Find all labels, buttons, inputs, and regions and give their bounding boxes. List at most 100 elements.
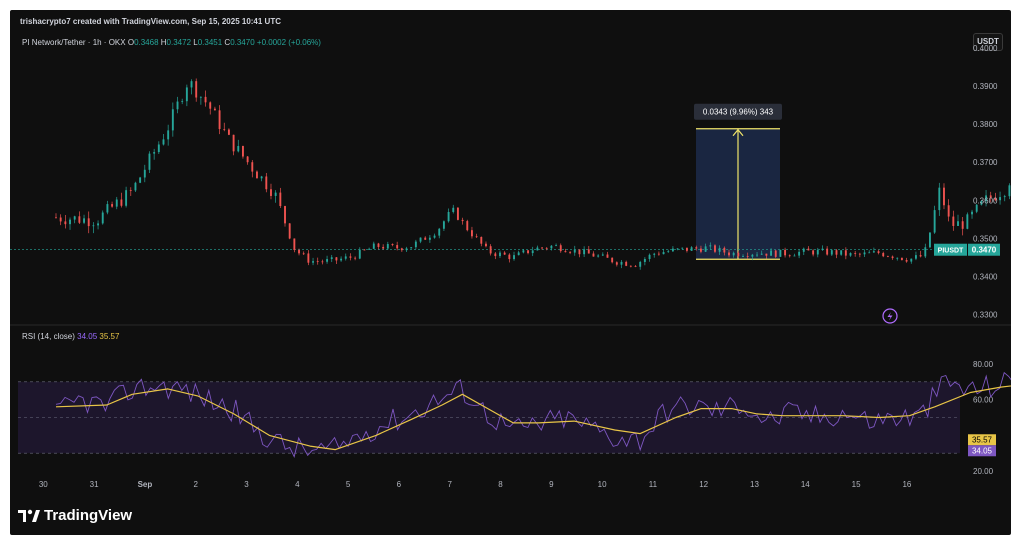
candle-body <box>517 252 520 256</box>
time-axis[interactable]: 30 31 Sep 2 3 4 5 6 7 8 9 10 11 12 13 14 15 16 <box>39 480 912 489</box>
candle <box>171 102 174 137</box>
candle <box>798 249 801 259</box>
candle <box>760 250 763 256</box>
candle-body <box>929 232 931 248</box>
candle-body <box>157 144 160 153</box>
candle-body <box>994 197 997 201</box>
candle <box>475 233 478 238</box>
candle-body <box>284 206 286 224</box>
candle-body <box>947 205 950 217</box>
candle-body <box>78 216 81 223</box>
change-value: +0.0002 (+0.06%) <box>256 38 321 47</box>
rsi-ma-value: 35.57 <box>99 332 120 341</box>
candle <box>929 232 931 249</box>
candle <box>83 214 85 225</box>
candle-body <box>760 253 763 255</box>
candle <box>924 243 927 259</box>
candle-body <box>499 252 501 257</box>
brand-name: TradingView <box>44 507 133 524</box>
candle <box>746 252 749 259</box>
created-by-header: trishacrypto7 created with TradingView.c… <box>20 17 281 26</box>
candle-body <box>629 265 632 267</box>
candle-body <box>826 248 829 255</box>
candle <box>1003 194 1006 202</box>
candle <box>106 200 109 215</box>
low-label: L <box>193 38 198 47</box>
time-tick-label: 3 <box>244 480 249 489</box>
candle <box>723 246 726 256</box>
candle-body <box>452 207 455 212</box>
candle-body <box>293 238 296 251</box>
candle-body <box>732 252 735 256</box>
candle-body <box>494 253 497 257</box>
symbol-legend[interactable]: PI Network/Tether · 1h · OKX O0.3468 H0.… <box>22 38 321 47</box>
candle <box>513 251 515 261</box>
candle-body <box>966 214 969 229</box>
candle-body <box>503 252 506 255</box>
rsi-legend[interactable]: RSI (14, close) 34.05 35.57 <box>22 332 119 341</box>
price-axis[interactable]: 0.4000 0.3900 0.3800 0.3700 0.3600 0.3500 0.34… <box>973 44 998 319</box>
candle <box>288 223 291 240</box>
candle <box>185 84 188 107</box>
candle <box>793 253 796 257</box>
candle-body <box>92 225 95 227</box>
price-chart[interactable]: 0.0343 (9.96%) 343 0.4000 0.3900 0.3800 0.3… <box>10 10 1011 535</box>
candle <box>522 249 525 254</box>
tradingview-brand[interactable]: TradingView <box>18 507 132 524</box>
candle-body <box>746 256 749 257</box>
candle <box>340 256 343 262</box>
candle-body <box>213 108 216 111</box>
candle-body <box>639 261 642 267</box>
candle <box>966 212 969 230</box>
lightning-icon[interactable] <box>882 308 898 324</box>
candle-body <box>578 249 581 255</box>
candle <box>428 235 431 243</box>
candle <box>414 239 417 250</box>
candle <box>620 259 623 269</box>
candle-body <box>774 250 777 257</box>
candle-body <box>139 177 142 183</box>
candle <box>73 215 76 224</box>
candle-body <box>555 245 558 247</box>
candle <box>564 248 567 253</box>
candle-body <box>559 245 562 252</box>
currency-button[interactable]: USDT <box>973 33 1003 51</box>
candle <box>494 252 497 260</box>
candle-body <box>989 195 992 198</box>
candle <box>555 243 558 247</box>
candle-body <box>606 254 609 258</box>
candle <box>653 252 656 258</box>
candle-body <box>321 261 324 263</box>
candle <box>279 187 282 208</box>
candle <box>569 251 572 255</box>
candle <box>933 205 936 234</box>
candle <box>69 217 71 230</box>
candle <box>499 250 501 258</box>
measure-tool[interactable]: 0.0343 (9.96%) 343 <box>694 103 782 260</box>
candle-body <box>676 248 679 250</box>
candle-body <box>288 223 291 239</box>
candle-body <box>97 223 100 226</box>
candle-body <box>943 187 945 206</box>
candle <box>358 247 361 260</box>
candle <box>868 250 871 254</box>
candle <box>900 257 903 261</box>
candle-body <box>64 221 67 225</box>
candle-body <box>592 253 595 257</box>
candle <box>718 245 721 255</box>
candle-body <box>349 256 352 258</box>
candle <box>774 249 777 258</box>
candle-body <box>330 257 333 260</box>
measure-arrow-head <box>732 128 744 137</box>
candle <box>914 251 917 261</box>
symbol-title: PI Network/Tether · 1h · OKX <box>22 38 126 47</box>
candle <box>97 220 100 230</box>
candle <box>765 253 768 259</box>
candle <box>237 139 240 153</box>
candle-body <box>106 204 109 213</box>
candle <box>891 255 894 260</box>
open-label: O <box>127 38 135 47</box>
candle-body <box>513 255 515 260</box>
time-tick-label: 9 <box>549 480 554 489</box>
candle <box>685 247 688 253</box>
